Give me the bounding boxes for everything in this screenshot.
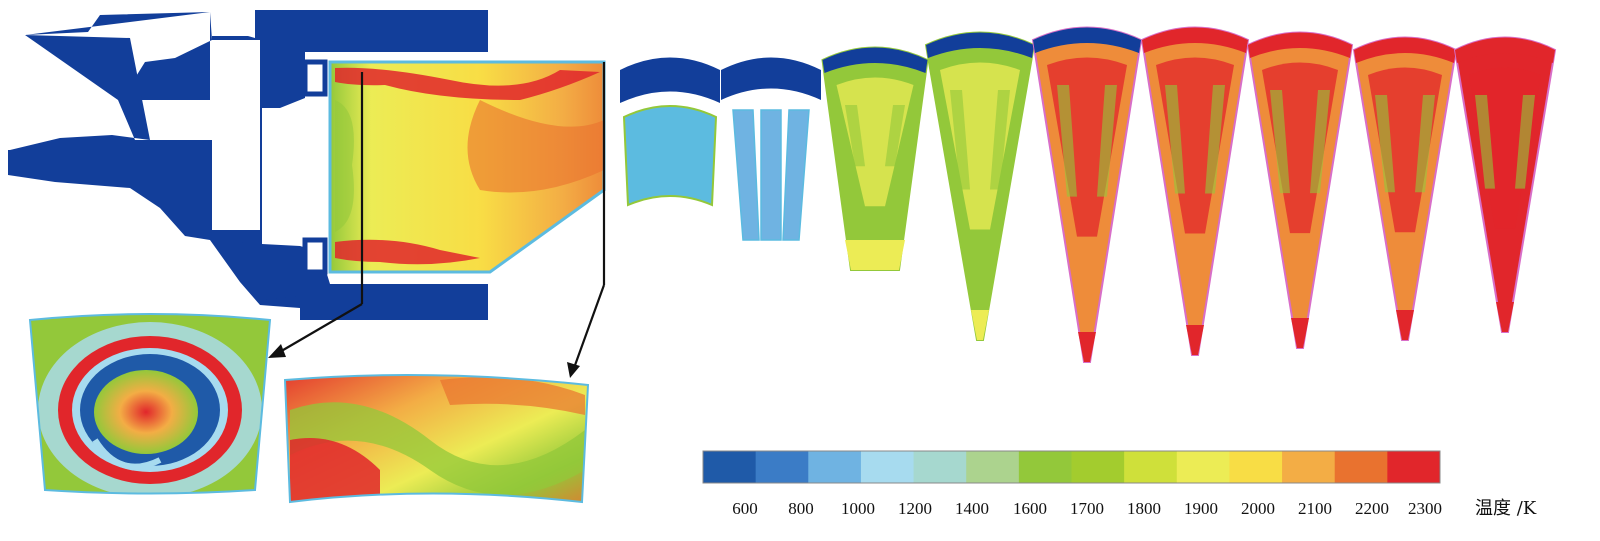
sector-streak [1375,95,1395,193]
colorbar-unit-label: 温度 /K [1475,498,1537,519]
colorbar-swatch [808,451,862,483]
cross-section-b [285,375,588,502]
sector-strip [732,109,760,241]
colorbar-ticks: 600 800 1000 1200 1400 1600 1700 1800 19… [732,498,1537,519]
sector-6 [1140,26,1250,356]
sector-2 [721,57,821,241]
casing-upper [25,12,212,100]
chamber-temperature-field [328,60,606,274]
liner-port-lower [302,237,328,275]
recirculation-cool [335,100,354,232]
sector-1 [620,57,720,207]
sector-body [622,105,718,207]
lower-shear-layer [335,239,480,265]
cross-section-a-outline [28,313,272,495]
sector-cap [1033,27,1141,53]
sector-tip [1396,310,1414,340]
arrow-a-head [268,344,286,358]
cross-section-b-outline [283,374,590,504]
colorbar-swatch [860,451,915,483]
arrow-b-shaft [572,284,606,369]
combustor-section [8,10,606,378]
sector-tip [1496,302,1514,332]
colorbar-tick: 1900 [1184,499,1218,518]
colorbar-swatch [1387,451,1441,483]
colorbar-swatch [703,451,757,483]
colorbar-swatch [1334,451,1388,483]
sector-streak [1515,95,1535,189]
sector-cap [822,47,928,73]
sector-streak [1097,85,1117,197]
cross-section-a [30,314,270,494]
sector-cap [1455,37,1555,63]
sector-cap [1354,37,1456,63]
sector-streak [1415,95,1435,193]
sector-streak [885,105,905,167]
sector-streak [1310,90,1330,194]
swirler-cutout [212,40,260,230]
colorbar-tick: 2100 [1298,499,1332,518]
liner-bottom [212,140,488,320]
sector-3 [821,46,929,271]
liner-port-upper [302,59,328,97]
colorbar-swatch [1124,451,1178,483]
sector-8 [1352,36,1458,341]
sector-9 [1453,36,1557,333]
sector-streak [1057,85,1077,197]
sector-7 [1246,31,1354,349]
sector-streak [1205,85,1225,194]
sector-tip [1291,318,1309,348]
sector-cap [620,57,720,103]
colorbar-swatch [1229,451,1283,483]
colorbar-tick: 1600 [1013,499,1047,518]
jet-core [467,100,604,193]
sector-cap [926,32,1034,58]
upper-shear-layer [335,67,600,100]
sector-tip [845,240,905,270]
sector-tip [971,310,989,340]
sector-streak [990,90,1010,190]
temperature-colorbar [702,450,1441,484]
sector-5 [1031,26,1143,363]
arrow-a-shaft [277,303,363,354]
colorbar-swatch [1176,451,1230,483]
sector-streak [1165,85,1185,194]
colorbar-swatch [1018,451,1072,483]
colorbar-swatch [913,451,967,483]
sector-tip [1186,325,1204,355]
colorbar-tick: 1800 [1127,499,1161,518]
sector-streak [845,105,865,167]
colorbar-tick: 2000 [1241,499,1275,518]
sector-tip [1078,332,1096,362]
axial-sector-series [620,26,1557,363]
sector-cap [1248,32,1352,58]
colorbar-tick: 1000 [841,499,875,518]
dome-top [255,10,488,108]
colorbar-tick: 600 [732,499,758,518]
sector-strip [760,109,782,241]
sector-strip [782,109,810,241]
colorbar-swatch [755,451,809,483]
sector-cap [1142,27,1248,53]
arrow-b-head [567,362,580,378]
sector-streak [1270,90,1290,194]
colorbar-tick: 1200 [898,499,932,518]
colorbar-tick: 2200 [1355,499,1389,518]
colorbar-swatch [1071,451,1125,483]
sector-4 [924,31,1036,341]
colorbar-tick: 1700 [1070,499,1104,518]
sector-cap [721,57,821,100]
sector-streak [950,90,970,190]
colorbar-tick: 800 [788,499,814,518]
colorbar-swatch [966,451,1020,483]
colorbar-swatch [1282,451,1336,483]
colorbar-tick: 2300 [1408,499,1442,518]
colorbar-frame [702,450,1441,484]
sector-streak [1475,95,1495,189]
colorbar-tick: 1400 [955,499,989,518]
inlet-channel [8,150,148,175]
